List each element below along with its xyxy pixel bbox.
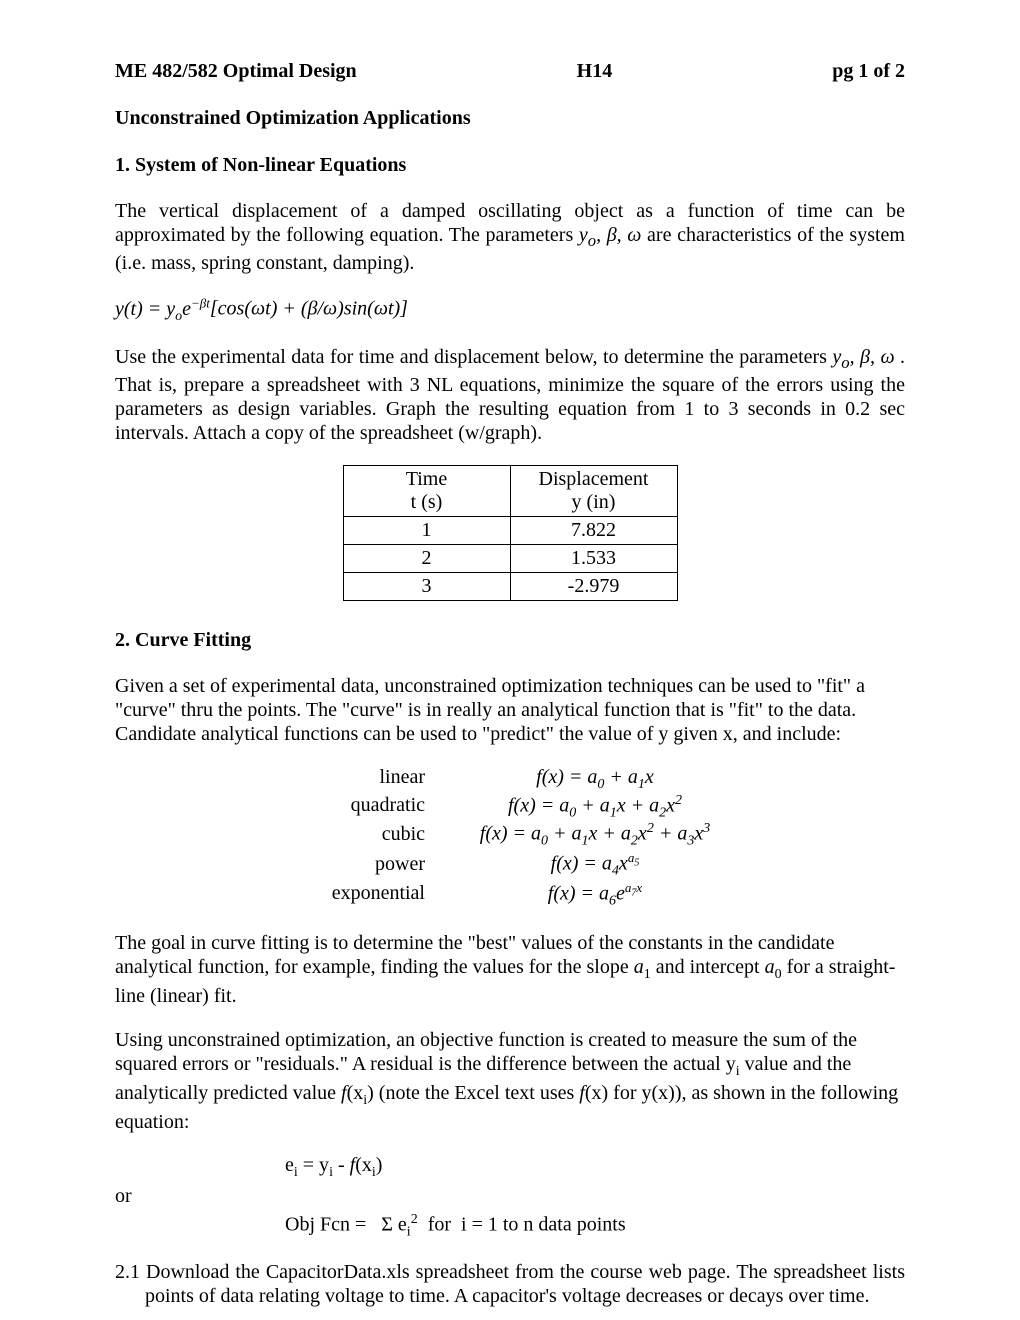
page-header: ME 482/582 Optimal Design H14 pg 1 of 2 xyxy=(115,60,905,83)
data-table: Time t (s) Displacement y (in) 1 7.822 2… xyxy=(343,465,678,601)
text: Displacement xyxy=(539,468,649,490)
section-2-para-2: The goal in curve fitting is to determin… xyxy=(115,931,905,1008)
curve-label: linear xyxy=(285,766,455,793)
curve-label: power xyxy=(285,850,455,880)
text: 1 xyxy=(644,967,651,982)
section-1-para-1: The vertical displacement of a damped os… xyxy=(115,199,905,275)
document-page: ME 482/582 Optimal Design H14 pg 1 of 2 … xyxy=(0,0,1020,1320)
table-header-row: Time t (s) Displacement y (in) xyxy=(343,465,677,516)
cell: 2 xyxy=(343,544,510,572)
header-right: pg 1 of 2 xyxy=(832,60,905,83)
table-row: 2 1.533 xyxy=(343,544,677,572)
curve-row-cubic: cubic f(x) = a0 + a1x + a2x2 + a3x3 xyxy=(285,821,735,850)
col-header-time: Time t (s) xyxy=(343,465,510,516)
curve-equation: f(x) = a0 + a1x + a2x2 xyxy=(455,793,735,822)
curve-equation: f(x) = a4xa5 xyxy=(455,850,735,880)
text: y (in) xyxy=(572,491,616,513)
params: yo, β, ω xyxy=(579,224,647,246)
page-title: Unconstrained Optimization Applications xyxy=(115,107,905,130)
header-center: H14 xyxy=(577,60,613,83)
section-2-para-1: Given a set of experimental data, uncons… xyxy=(115,674,905,746)
section-2-heading: 2. Curve Fitting xyxy=(115,629,905,652)
section-2-para-3: Using unconstrained optimization, an obj… xyxy=(115,1028,905,1134)
cell: 3 xyxy=(343,572,510,600)
curve-row-exponential: exponential f(x) = a6ea7x xyxy=(285,880,735,910)
text: Time xyxy=(406,468,448,490)
section-2-1-text: 2.1 Download the CapacitorData.xls sprea… xyxy=(115,1260,905,1308)
col-header-displacement: Displacement y (in) xyxy=(510,465,677,516)
text: 0 xyxy=(775,967,782,982)
section-1-heading: 1. System of Non-linear Equations xyxy=(115,154,905,177)
text: (x xyxy=(347,1082,364,1104)
text: and intercept xyxy=(651,956,765,978)
curve-equation: f(x) = a0 + a1x + a2x2 + a3x3 xyxy=(455,821,735,850)
curve-equation: f(x) = a0 + a1x xyxy=(455,766,735,793)
header-left: ME 482/582 Optimal Design xyxy=(115,60,357,83)
cell: 7.822 xyxy=(510,516,677,544)
residual-equation: ei = yi - f(xi) xyxy=(285,1154,905,1181)
curve-functions-list: linear f(x) = a0 + a1x quadratic f(x) = … xyxy=(285,766,735,910)
text: a xyxy=(765,956,775,978)
curve-row-power: power f(x) = a4xa5 xyxy=(285,850,735,880)
or-text: or xyxy=(115,1185,905,1208)
text: a xyxy=(634,956,644,978)
table-row: 3 -2.979 xyxy=(343,572,677,600)
displacement-equation: y(t) = yoe−βt[cos(ωt) + (β/ω)sin(ωt)] xyxy=(115,295,905,325)
objective-equation: Obj Fcn = Σ ei2 for i = 1 to n data poin… xyxy=(285,1212,905,1241)
curve-row-linear: linear f(x) = a0 + a1x xyxy=(285,766,735,793)
curve-equation: f(x) = a6ea7x xyxy=(455,880,735,910)
params: yo, β, ω xyxy=(832,346,900,368)
cell: 1.533 xyxy=(510,544,677,572)
curve-label: cubic xyxy=(285,821,455,850)
curve-row-quadratic: quadratic f(x) = a0 + a1x + a2x2 xyxy=(285,793,735,822)
curve-label: exponential xyxy=(285,880,455,910)
text: t (s) xyxy=(411,491,443,513)
table-row: 1 7.822 xyxy=(343,516,677,544)
cell: 1 xyxy=(343,516,510,544)
cell: -2.979 xyxy=(510,572,677,600)
text: ) (note the Excel text uses xyxy=(367,1082,579,1104)
text: Use the experimental data for time and d… xyxy=(115,346,832,368)
curve-label: quadratic xyxy=(285,793,455,822)
section-1-para-2: Use the experimental data for time and d… xyxy=(115,345,905,445)
